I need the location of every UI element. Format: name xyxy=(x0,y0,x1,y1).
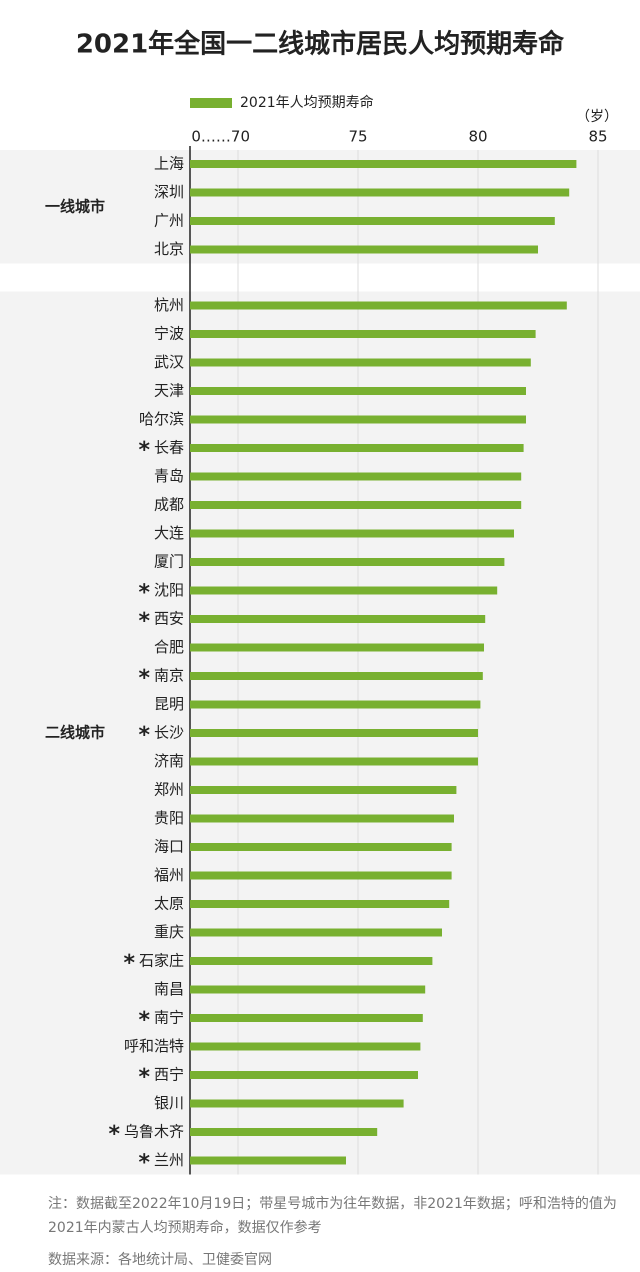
legend-label: 2021年人均预期寿命 xyxy=(240,94,374,111)
x-tick-label: 0……70 xyxy=(191,128,250,146)
bar xyxy=(190,160,577,168)
y-tick-label: 昆明 xyxy=(154,695,184,713)
y-tick-label: 石家庄 xyxy=(139,952,184,970)
y-tick-label: 海口 xyxy=(154,838,184,856)
bar xyxy=(190,957,433,965)
bar xyxy=(190,217,555,225)
bar xyxy=(190,387,526,395)
bar xyxy=(190,729,478,737)
bar xyxy=(190,1042,421,1051)
y-tick-label: 太原 xyxy=(154,895,184,913)
bar xyxy=(190,586,498,595)
y-tick-label: 成都 xyxy=(154,496,184,514)
bar xyxy=(190,444,524,452)
group-label: 一线城市 xyxy=(45,197,105,215)
star-marker: * xyxy=(138,581,150,606)
bar xyxy=(190,871,452,880)
y-tick-label: 广州 xyxy=(154,212,184,230)
y-tick-label: 青岛 xyxy=(154,467,184,485)
bar xyxy=(190,900,450,908)
y-tick-label: 深圳 xyxy=(154,183,184,201)
star-marker: * xyxy=(138,723,150,748)
bar xyxy=(190,786,457,794)
y-tick-label: 南昌 xyxy=(154,980,184,998)
star-marker: * xyxy=(138,438,150,463)
star-marker: * xyxy=(108,1122,120,1147)
note: 注：数据截至2022年10月19日；带星号城市为往年数据，非2021年数据；呼和… xyxy=(48,1196,617,1236)
y-tick-label: 乌鲁木齐 xyxy=(124,1123,184,1141)
star-marker: * xyxy=(138,666,150,691)
bar xyxy=(190,814,454,823)
y-tick-label: 郑州 xyxy=(154,781,184,799)
y-tick-label: 西安 xyxy=(154,610,184,628)
star-marker: * xyxy=(138,1151,150,1176)
y-tick-label: 济南 xyxy=(154,752,184,770)
y-tick-label: 南宁 xyxy=(154,1009,184,1027)
y-tick-label: 重庆 xyxy=(154,923,184,941)
bar xyxy=(190,245,538,254)
bar xyxy=(190,330,536,338)
bar xyxy=(190,501,522,509)
y-tick-label: 宁波 xyxy=(154,325,184,343)
group-band xyxy=(0,150,640,264)
y-tick-label: 兰州 xyxy=(154,1151,184,1169)
bar xyxy=(190,558,505,566)
bar xyxy=(190,529,514,538)
y-tick-label: 西宁 xyxy=(154,1066,184,1084)
source: 数据来源：各地统计局、卫健委官网 xyxy=(48,1252,272,1268)
star-marker: * xyxy=(138,609,150,634)
bar xyxy=(190,472,522,481)
bar xyxy=(190,643,484,652)
unit-label: （岁） xyxy=(576,109,618,125)
y-tick-label: 南京 xyxy=(154,667,184,685)
y-tick-label: 北京 xyxy=(154,240,184,258)
y-tick-label: 武汉 xyxy=(154,353,184,371)
bar xyxy=(190,1071,418,1079)
bar xyxy=(190,1014,423,1022)
bar xyxy=(190,1156,346,1165)
bar xyxy=(190,757,478,766)
y-tick-label: 杭州 xyxy=(154,296,184,314)
y-tick-label: 天津 xyxy=(154,382,184,400)
y-tick-label: 长春 xyxy=(154,439,184,457)
bar xyxy=(190,1099,404,1108)
bar xyxy=(190,928,442,937)
y-tick-label: 沈阳 xyxy=(154,581,184,599)
x-tick-label: 75 xyxy=(348,128,367,146)
bar xyxy=(190,1128,378,1136)
y-tick-label: 合肥 xyxy=(154,638,184,656)
bar xyxy=(190,985,426,994)
group-label: 二线城市 xyxy=(45,724,105,742)
bar xyxy=(190,358,531,367)
bar xyxy=(190,301,567,310)
star-marker: * xyxy=(138,1065,150,1090)
bar xyxy=(190,700,481,709)
y-tick-label: 贵阳 xyxy=(154,809,184,827)
x-tick-label: 80 xyxy=(468,128,487,146)
y-tick-label: 呼和浩特 xyxy=(124,1037,184,1055)
bar xyxy=(190,415,526,424)
notes: 注：数据截至2022年10月19日；带星号城市为往年数据，非2021年数据；呼和… xyxy=(48,1192,618,1272)
star-marker: * xyxy=(123,951,135,976)
bar xyxy=(190,843,452,851)
y-tick-label: 厦门 xyxy=(154,553,184,571)
star-marker: * xyxy=(138,1008,150,1033)
legend-swatch xyxy=(190,98,232,108)
x-tick-label: 85 xyxy=(588,128,607,146)
y-tick-label: 银川 xyxy=(154,1094,184,1112)
y-tick-label: 哈尔滨 xyxy=(139,410,184,428)
y-tick-label: 大连 xyxy=(154,524,184,542)
chart-title: 2021年全国一二线城市居民人均预期寿命 xyxy=(76,29,565,60)
bar xyxy=(190,672,483,680)
bar xyxy=(190,615,486,623)
bar xyxy=(190,188,570,197)
y-tick-label: 长沙 xyxy=(154,724,184,742)
y-tick-label: 福州 xyxy=(154,866,184,884)
y-tick-label: 上海 xyxy=(154,155,184,173)
